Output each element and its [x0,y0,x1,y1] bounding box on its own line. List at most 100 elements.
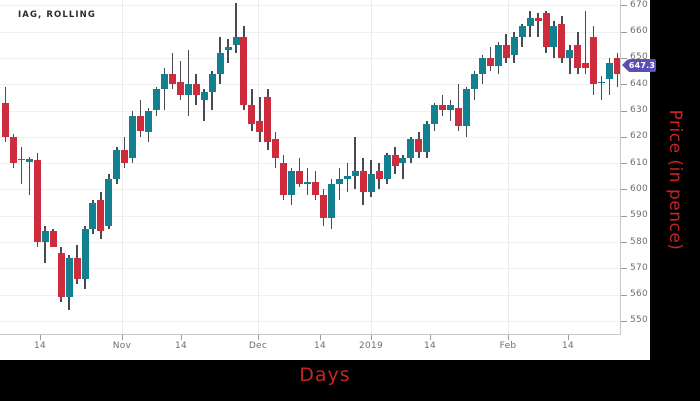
candle-wick [584,10,587,74]
candle-up[interactable] [105,178,113,227]
candle-up[interactable] [598,81,606,83]
candle-up[interactable] [606,63,614,79]
candle-down[interactable] [280,163,288,195]
candle-down[interactable] [256,121,264,132]
gridline-horizontal [0,268,620,270]
gridline-horizontal [0,57,620,59]
candle-up[interactable] [208,73,216,92]
candle-down[interactable] [168,73,176,85]
y-axis-tick [621,189,627,191]
candle-up[interactable] [367,173,375,192]
candle-up[interactable] [89,202,97,229]
candle-down[interactable] [415,139,423,153]
y-axis-tick-label: 650 [630,52,649,63]
candle-up[interactable] [216,52,224,74]
candle-down[interactable] [486,57,494,66]
candle-up[interactable] [129,115,137,158]
candle-up[interactable] [463,89,470,127]
candle-wick [203,89,205,121]
candle-down[interactable] [264,97,272,142]
candle-up[interactable] [494,44,502,66]
candle-down[interactable] [137,115,145,132]
candle-down[interactable] [176,81,184,95]
candle-down[interactable] [590,36,598,85]
plot-area[interactable] [0,0,620,334]
candle-up[interactable] [327,184,335,219]
candle-down[interactable] [121,149,129,163]
candle-down[interactable] [73,257,81,279]
candle-up[interactable] [470,73,478,90]
candle-wick [402,155,404,179]
candle-wick [28,156,31,195]
candle-up[interactable] [550,26,558,48]
candle-up[interactable] [383,155,391,179]
candle-up[interactable] [351,170,359,177]
candle-wick [227,39,229,64]
x-axis-tick-label: 14 [313,341,327,351]
candle-up[interactable] [447,105,455,111]
gridline-horizontal [0,31,620,33]
candle-down[interactable] [502,44,510,58]
candle-up[interactable] [232,36,240,45]
last-price-badge[interactable]: 647.3 [628,58,656,72]
candle-down[interactable] [296,170,304,184]
candle-up[interactable] [25,159,33,162]
gridline-horizontal [0,84,620,86]
candle-down[interactable] [272,139,280,158]
x-axis-tick-label: Dec [248,341,268,351]
candle-up[interactable] [17,159,25,161]
candle-down[interactable] [57,252,65,298]
candle-down[interactable] [375,170,383,179]
candle-up[interactable] [288,170,296,195]
candle-down[interactable] [192,84,200,95]
candle-down[interactable] [97,199,105,232]
candle-up[interactable] [145,110,153,132]
candle-up[interactable] [510,36,518,56]
candle-up[interactable] [153,89,160,111]
candle-up[interactable] [407,139,415,158]
candle-down[interactable] [391,155,399,166]
candle-down[interactable] [439,105,447,111]
candle-up[interactable] [41,231,49,242]
candle-down[interactable] [240,36,248,106]
candle-wick [537,13,539,37]
candle-down[interactable] [49,231,57,248]
y-axis-tick-label: 630 [630,105,649,115]
candle-up[interactable] [65,257,73,298]
candle-down[interactable] [574,44,582,69]
candle-up[interactable] [184,84,192,95]
candle-up[interactable] [200,92,208,100]
candle-up[interactable] [423,123,431,153]
candle-down[interactable] [542,13,550,48]
candle-down[interactable] [319,194,327,219]
candle-down[interactable] [614,57,620,74]
y-axis-tick-label: 600 [630,183,649,194]
candle-down[interactable] [33,160,41,242]
candle-up[interactable] [81,228,89,279]
candle-down[interactable] [455,107,463,127]
candle-up[interactable] [304,181,311,185]
candle-down[interactable] [9,136,17,164]
candle-down[interactable] [558,23,566,58]
candle-down[interactable] [359,170,367,192]
candle-up[interactable] [399,157,407,164]
candle-up[interactable] [224,47,232,50]
candle-up[interactable] [478,57,486,74]
candle-wick [171,52,174,90]
candle-up[interactable] [526,18,534,27]
candle-up[interactable] [431,105,439,124]
x-axis-tick-label: 14 [423,341,437,351]
candle-up[interactable] [160,73,168,90]
candle-down[interactable] [248,105,256,124]
candle-down[interactable] [534,18,542,21]
candle-up[interactable] [113,149,121,179]
candle-wick [179,60,182,100]
candle-up[interactable] [343,176,351,179]
candle-up[interactable] [566,50,574,58]
candle-down[interactable] [312,181,319,195]
candle-up[interactable] [518,26,526,37]
candle-down[interactable] [582,63,590,69]
y-axis-tick-label: 550 [630,315,649,326]
candle-up[interactable] [335,178,343,185]
candle-down[interactable] [2,102,9,137]
